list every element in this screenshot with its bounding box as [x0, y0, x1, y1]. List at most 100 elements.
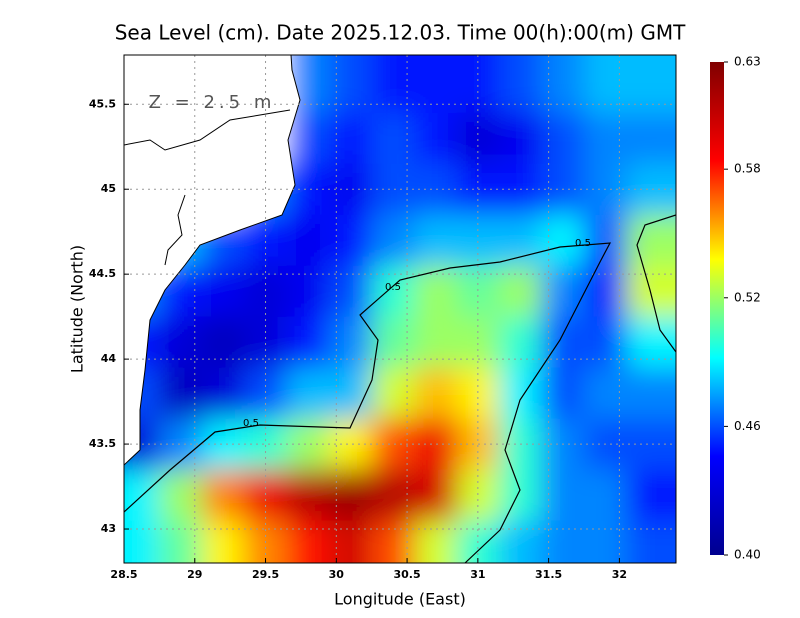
- cell: [456, 469, 501, 522]
- cell: [371, 163, 416, 216]
- cell: [541, 265, 585, 318]
- land: [124, 55, 301, 466]
- contour: [636, 214, 676, 353]
- cell: [244, 469, 288, 522]
- cell: [499, 265, 543, 318]
- cell: [499, 112, 543, 165]
- cell: [626, 163, 676, 216]
- x-tick-label: 32: [612, 568, 627, 581]
- cell: [626, 112, 676, 165]
- cell: [244, 316, 288, 369]
- cell: [456, 112, 501, 165]
- y-tick-label: 44: [101, 352, 117, 365]
- cell: [414, 55, 458, 114]
- y-tick-label: 43.5: [89, 437, 116, 450]
- x-tick-label: 31.5: [535, 568, 562, 581]
- annotation: Z = 2.5 m: [149, 92, 276, 113]
- cell: [584, 265, 628, 318]
- contour-label: 0.5: [575, 238, 591, 249]
- x-tick-label: 30: [329, 568, 345, 581]
- colorbar-tick-label: 0.46: [734, 419, 761, 433]
- cell: [159, 367, 203, 420]
- cell: [584, 469, 628, 522]
- cell: [286, 265, 331, 318]
- cell: [456, 418, 501, 471]
- colorbar-tick-label: 0.40: [734, 548, 761, 562]
- cell: [414, 418, 458, 471]
- x-axis-label: Longitude (East): [334, 590, 466, 609]
- cell: [584, 418, 628, 471]
- colorbar-tick-label: 0.52: [734, 290, 761, 304]
- cell: [541, 112, 585, 165]
- x-tick-label: 30.5: [394, 568, 421, 581]
- cell: [541, 367, 585, 420]
- contour-label: 0.5: [243, 418, 259, 429]
- coast-detail: [164, 194, 186, 266]
- cell: [371, 367, 416, 420]
- y-tick-label: 44.5: [89, 267, 116, 280]
- cell: [499, 214, 543, 267]
- cell: [456, 520, 501, 563]
- cell: [329, 469, 373, 522]
- cell: [371, 214, 416, 267]
- cell: [286, 520, 331, 563]
- cell: [414, 520, 458, 563]
- cell: [124, 520, 161, 563]
- cell: [626, 316, 676, 369]
- cell: [286, 469, 331, 522]
- cell: [499, 469, 543, 522]
- cell: [201, 316, 246, 369]
- cell: [201, 520, 246, 563]
- cell: [626, 367, 676, 420]
- cell: [456, 214, 501, 267]
- y-tick-label: 43: [101, 522, 116, 535]
- cell: [584, 214, 628, 267]
- cell: [499, 520, 543, 563]
- cell: [541, 316, 585, 369]
- cell: [371, 418, 416, 471]
- cell: [414, 316, 458, 369]
- grid: [124, 55, 676, 563]
- contour: [124, 242, 612, 563]
- x-tick-label: 29: [187, 568, 202, 581]
- cell: [244, 265, 288, 318]
- cell: [159, 418, 203, 471]
- cell: [414, 214, 458, 267]
- cell: [159, 469, 203, 522]
- cell: [414, 469, 458, 522]
- cell: [371, 316, 416, 369]
- cell: [584, 112, 628, 165]
- cell: [414, 163, 458, 216]
- y-tick-label: 45: [101, 182, 116, 195]
- cell: [286, 367, 331, 420]
- cell: [626, 418, 676, 471]
- cell: [541, 418, 585, 471]
- cell: [414, 112, 458, 165]
- cell: [371, 112, 416, 165]
- cell: [414, 367, 458, 420]
- cell: [124, 469, 161, 522]
- y-tick-label: 45.5: [89, 97, 116, 110]
- plot-area: 0.5 0.5 0.5: [124, 55, 676, 563]
- cell: [456, 316, 501, 369]
- contour-label: 0.5: [385, 282, 401, 293]
- cell: [371, 520, 416, 563]
- colorbar: [710, 62, 724, 555]
- cell: [499, 418, 543, 471]
- cell: [329, 214, 373, 267]
- x-tick-label: 31: [470, 568, 485, 581]
- cell: [584, 520, 628, 563]
- x-tick-label: 28.5: [110, 568, 137, 581]
- cell: [626, 265, 676, 318]
- cell: [244, 367, 288, 420]
- cell: [584, 316, 628, 369]
- cell: [201, 469, 246, 522]
- cell: [201, 265, 246, 318]
- x-tick-label: 29.5: [252, 568, 279, 581]
- cell: [414, 265, 458, 318]
- cell: [541, 469, 585, 522]
- colorbar-tick-label: 0.58: [734, 162, 761, 176]
- cell: [201, 418, 246, 471]
- cell: [329, 520, 373, 563]
